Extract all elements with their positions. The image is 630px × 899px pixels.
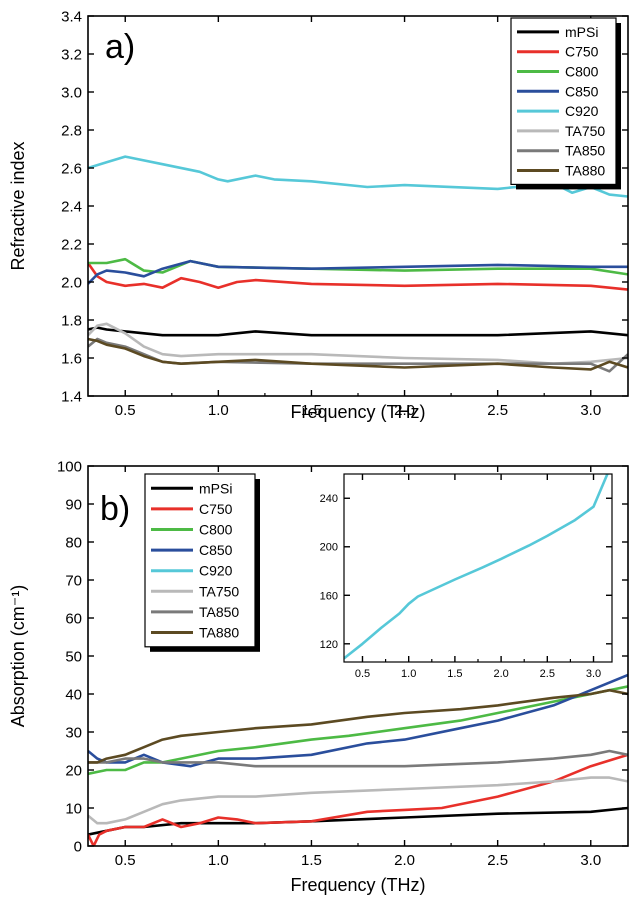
y-tick-label: 70 bbox=[65, 572, 82, 589]
x-tick-label: 3.0 bbox=[580, 852, 601, 869]
y-tick-label: 1.4 bbox=[61, 388, 82, 405]
y-tick-label: 20 bbox=[65, 762, 82, 779]
x-tick-label: 1.5 bbox=[447, 668, 462, 680]
y-tick-label: 50 bbox=[65, 648, 82, 665]
x-tick-label: 0.5 bbox=[355, 668, 370, 680]
x-axis-title-a: Frequency (THz) bbox=[290, 402, 425, 422]
legend-label-mpsi: mPSi bbox=[199, 480, 232, 496]
series-line-c800 bbox=[88, 685, 628, 776]
x-tick-label: 1.5 bbox=[301, 402, 322, 419]
inset-chart: 0.5 1.0 1.5 2.0 2.5 3.0 120 160 200 240 bbox=[320, 473, 613, 680]
series-line-c750 bbox=[88, 753, 628, 846]
y-tick-label: 10 bbox=[65, 800, 82, 817]
panel-a: 0.5 1.0 1.5 2.0 2.5 3.0 1.4 1.6 1.8 2.0 2.2 2.4 2.6 2… bbox=[8, 8, 629, 422]
legend-label-ta880: TA880 bbox=[199, 625, 239, 641]
x-tick-label: 2.0 bbox=[394, 402, 415, 419]
series-line-ta850 bbox=[88, 749, 628, 768]
legend-box bbox=[144, 473, 256, 648]
legend-label-c750: C750 bbox=[199, 501, 233, 517]
y-tick-label: 90 bbox=[65, 496, 82, 513]
legend-label-c850: C850 bbox=[565, 83, 599, 99]
x-tick-label: 2.5 bbox=[487, 852, 508, 869]
legend-label-ta850: TA850 bbox=[199, 604, 239, 620]
legend-label-c800: C800 bbox=[565, 64, 599, 80]
y-tick-label: 2.0 bbox=[61, 274, 82, 291]
panel-label-a: a) bbox=[105, 28, 135, 66]
legend-label-c920: C920 bbox=[565, 103, 599, 119]
y-tick-label: 240 bbox=[320, 493, 338, 505]
series-line-mpsi bbox=[88, 326, 628, 337]
legend-label-c800: C800 bbox=[199, 522, 233, 538]
y-tick-label: 2.2 bbox=[61, 236, 82, 253]
series-line-ta750 bbox=[88, 322, 628, 366]
series-line-c920 bbox=[344, 474, 609, 660]
series-line-ta880 bbox=[88, 337, 628, 371]
y-axis-title-b: Absorption (cm⁻¹) bbox=[8, 585, 28, 728]
y-tick-label: 100 bbox=[57, 458, 82, 475]
y-tick-label: 160 bbox=[320, 590, 338, 602]
legend-label-ta750: TA750 bbox=[199, 583, 239, 599]
y-tick-label: 3.2 bbox=[61, 46, 82, 63]
x-tick-label: 2.0 bbox=[394, 852, 415, 869]
series-line-c850 bbox=[88, 673, 628, 768]
series-line-ta750 bbox=[88, 776, 628, 825]
series-line-ta880 bbox=[88, 688, 628, 764]
x-tick-label: 0.5 bbox=[115, 402, 136, 419]
x-axis-title-b: Frequency (THz) bbox=[290, 875, 425, 895]
x-tick-label: 1.0 bbox=[401, 668, 416, 680]
x-tick-label: 2.5 bbox=[487, 402, 508, 419]
x-tick-label: 1.5 bbox=[301, 852, 322, 869]
series-line-c920 bbox=[88, 155, 628, 198]
legend-label-mpsi: mPSi bbox=[565, 24, 598, 40]
y-tick-label: 1.8 bbox=[61, 312, 82, 329]
x-tick-label: 0.5 bbox=[115, 852, 136, 869]
panel-label-b: b) bbox=[100, 490, 130, 528]
y-tick-label: 2.6 bbox=[61, 160, 82, 177]
y-axis-title-a: Refractive index bbox=[8, 141, 28, 270]
x-tick-label: 1.0 bbox=[208, 852, 229, 869]
legend-label-c920: C920 bbox=[199, 563, 233, 579]
y-tick-label: 200 bbox=[320, 542, 338, 554]
legend-label-ta750: TA750 bbox=[565, 123, 605, 139]
y-tick-label: 3.0 bbox=[61, 84, 82, 101]
legend-label-c750: C750 bbox=[565, 44, 599, 60]
y-tick-label: 120 bbox=[320, 639, 338, 651]
x-tick-label: 2.5 bbox=[540, 668, 555, 680]
y-tick-label: 2.4 bbox=[61, 198, 82, 215]
legend-label-ta850: TA850 bbox=[565, 143, 605, 159]
legend-label-c850: C850 bbox=[199, 542, 233, 558]
y-tick-label: 3.4 bbox=[61, 8, 82, 25]
legend-box bbox=[510, 17, 617, 185]
y-tick-label: 0 bbox=[74, 838, 82, 855]
x-tick-label: 3.0 bbox=[586, 668, 601, 680]
y-tick-label: 30 bbox=[65, 724, 82, 741]
series-line-c750 bbox=[88, 262, 628, 291]
y-tick-label: 2.8 bbox=[61, 122, 82, 139]
panel-b: 0.5 1.0 1.5 2.0 2.5 3.0 0 10 20 30 40 50 60 70 80 90 100… bbox=[8, 458, 629, 895]
y-tick-label: 80 bbox=[65, 534, 82, 551]
x-tick-label: 2.0 bbox=[493, 668, 508, 680]
x-tick-label: 3.0 bbox=[580, 402, 601, 419]
y-tick-label: 60 bbox=[65, 610, 82, 627]
series-line-c850 bbox=[88, 259, 628, 285]
legend-label-ta880: TA880 bbox=[565, 163, 605, 179]
x-tick-label: 1.0 bbox=[208, 402, 229, 419]
y-tick-label: 1.6 bbox=[61, 350, 82, 367]
y-tick-label: 40 bbox=[65, 686, 82, 703]
